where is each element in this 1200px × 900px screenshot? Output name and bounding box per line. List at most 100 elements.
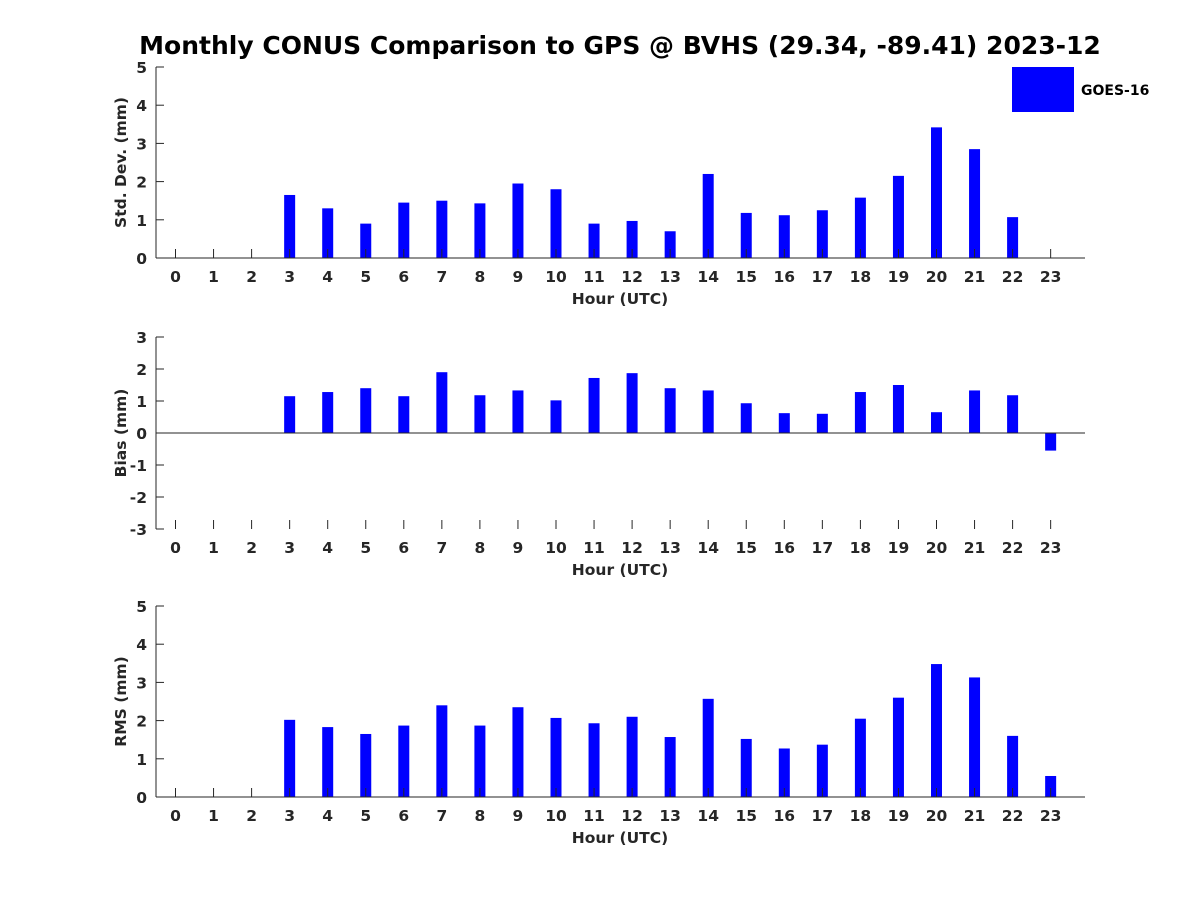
x-tick-label: 1 xyxy=(208,268,219,286)
x-tick-label: 15 xyxy=(735,539,757,557)
x-axis-label: Hour (UTC) xyxy=(572,561,668,579)
bar-hour-11 xyxy=(588,223,600,258)
x-tick-label: 12 xyxy=(621,807,643,825)
x-tick-label: 2 xyxy=(246,539,257,557)
bar-hour-13 xyxy=(664,388,676,433)
bar-hour-8 xyxy=(474,203,486,258)
x-tick-label: 16 xyxy=(774,539,796,557)
bar-hour-18 xyxy=(854,718,866,797)
y-tick-label: 1 xyxy=(136,751,147,769)
bar-hour-8 xyxy=(474,395,486,433)
bar-hour-8 xyxy=(474,725,486,797)
x-tick-label: 6 xyxy=(398,807,409,825)
bar-hour-5 xyxy=(360,733,372,797)
x-tick-label: 5 xyxy=(360,807,371,825)
bar-hour-14 xyxy=(702,390,714,433)
x-tick-label: 18 xyxy=(850,268,872,286)
y-tick-label: 2 xyxy=(136,174,147,192)
bar-hour-4 xyxy=(322,727,334,797)
x-tick-label: 19 xyxy=(888,807,910,825)
bar-hour-13 xyxy=(664,231,676,258)
x-tick-label: 9 xyxy=(513,268,524,286)
x-tick-label: 4 xyxy=(322,268,333,286)
x-tick-label: 8 xyxy=(475,268,486,286)
bar-hour-11 xyxy=(588,723,600,797)
bar-hour-12 xyxy=(626,220,638,258)
x-tick-label: 2 xyxy=(246,268,257,286)
bar-hour-21 xyxy=(969,390,981,433)
x-tick-label: 6 xyxy=(398,539,409,557)
bar-hour-15 xyxy=(740,738,752,797)
y-tick-label: 3 xyxy=(136,674,147,692)
bar-hour-16 xyxy=(778,413,790,433)
x-tick-label: 10 xyxy=(545,539,567,557)
bar-hour-22 xyxy=(1007,217,1019,258)
x-tick-label: 13 xyxy=(659,807,681,825)
bar-hour-12 xyxy=(626,373,638,433)
bar-hour-3 xyxy=(284,194,296,258)
x-tick-label: 12 xyxy=(621,539,643,557)
bar-hour-19 xyxy=(892,697,904,797)
x-tick-label: 1 xyxy=(208,539,219,557)
bar-hour-10 xyxy=(550,189,562,258)
bar-hour-7 xyxy=(436,705,448,797)
bar-hour-9 xyxy=(512,390,524,433)
legend-label: GOES-16 xyxy=(1081,83,1149,99)
bar-hour-10 xyxy=(550,717,562,797)
legend: GOES-16 xyxy=(1012,67,1149,112)
x-tick-label: 14 xyxy=(697,268,719,286)
x-tick-label: 1 xyxy=(208,807,219,825)
x-tick-label: 17 xyxy=(812,268,834,286)
x-tick-label: 13 xyxy=(659,268,681,286)
bar-hour-13 xyxy=(664,737,676,797)
bar-hour-22 xyxy=(1007,395,1019,433)
bar-hour-14 xyxy=(702,698,714,797)
figure-title: Monthly CONUS Comparison to GPS @ BVHS (… xyxy=(139,31,1101,60)
y-tick-label: -1 xyxy=(130,457,147,475)
x-tick-label: 5 xyxy=(360,268,371,286)
x-tick-label: 19 xyxy=(888,539,910,557)
x-tick-label: 13 xyxy=(659,539,681,557)
x-tick-label: 7 xyxy=(436,807,447,825)
x-tick-label: 9 xyxy=(513,807,524,825)
y-axis-label: Bias (mm) xyxy=(112,389,130,478)
y-tick-label: 1 xyxy=(136,212,147,230)
x-tick-label: 5 xyxy=(360,539,371,557)
y-tick-label: -2 xyxy=(130,489,147,507)
bar-hour-3 xyxy=(284,396,296,433)
bar-hour-4 xyxy=(322,392,334,433)
x-tick-label: 10 xyxy=(545,268,567,286)
y-tick-label: 0 xyxy=(136,250,147,268)
x-tick-label: 16 xyxy=(774,268,796,286)
x-tick-label: 23 xyxy=(1040,539,1062,557)
bar-hour-22 xyxy=(1007,735,1019,797)
x-tick-label: 11 xyxy=(583,539,605,557)
bar-hour-9 xyxy=(512,183,524,258)
x-tick-label: 15 xyxy=(735,807,757,825)
x-tick-label: 3 xyxy=(284,807,295,825)
bar-hour-17 xyxy=(816,744,828,797)
x-tick-label: 0 xyxy=(170,268,181,286)
x-tick-label: 21 xyxy=(964,539,986,557)
bar-hour-16 xyxy=(778,215,790,258)
x-tick-label: 4 xyxy=(322,807,333,825)
y-tick-label: 0 xyxy=(136,425,147,443)
bar-hour-5 xyxy=(360,223,372,258)
x-tick-label: 8 xyxy=(475,807,486,825)
x-tick-label: 14 xyxy=(697,539,719,557)
y-tick-label: 3 xyxy=(136,329,147,347)
bar-hour-7 xyxy=(436,200,448,258)
x-tick-label: 20 xyxy=(926,268,948,286)
bar-hour-9 xyxy=(512,707,524,797)
x-tick-label: 18 xyxy=(850,807,872,825)
x-tick-label: 22 xyxy=(1002,268,1024,286)
bar-hour-20 xyxy=(931,412,942,433)
x-tick-label: 2 xyxy=(246,807,257,825)
bar-hour-23 xyxy=(1045,433,1057,451)
x-tick-label: 20 xyxy=(926,539,948,557)
